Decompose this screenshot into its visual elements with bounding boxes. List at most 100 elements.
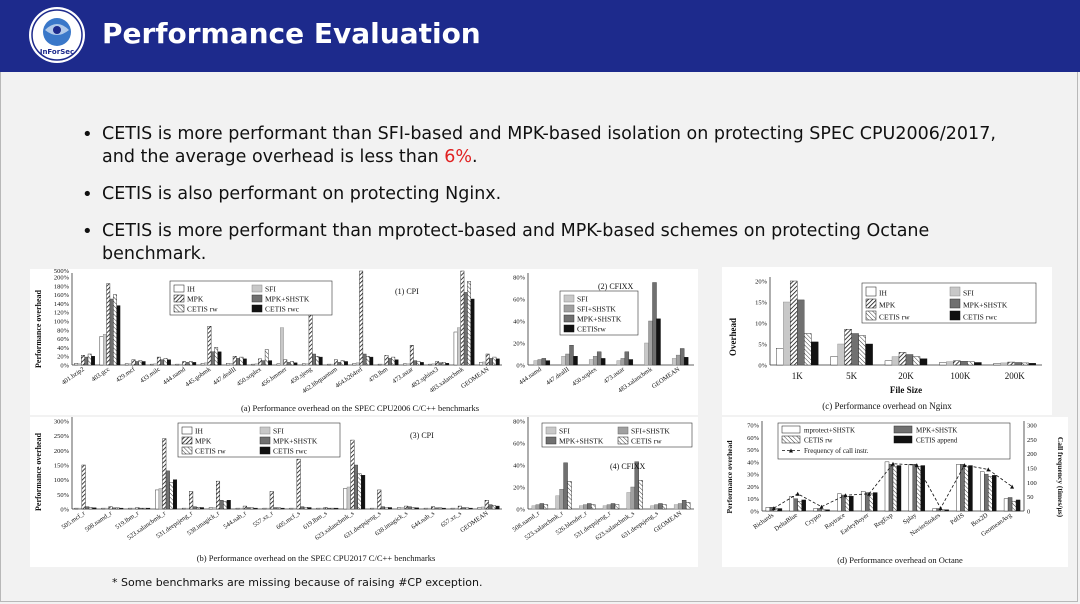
bar (226, 363, 230, 366)
legend-box (541, 422, 693, 448)
bar (366, 355, 370, 366)
bar (362, 353, 367, 366)
bar (851, 333, 859, 366)
bar (131, 359, 136, 366)
y-tick-label: 60% (747, 435, 760, 442)
bar (74, 363, 79, 366)
bar (269, 491, 274, 510)
bar (495, 505, 500, 510)
bar (423, 507, 428, 510)
bar (280, 507, 285, 510)
chart-title: (4) CFIXX (610, 462, 646, 471)
y-tick-label: 120% (54, 310, 70, 317)
bar (470, 298, 475, 366)
legend-swatch (173, 284, 185, 293)
bar (276, 363, 281, 366)
bar (300, 506, 305, 510)
y-tick-label: 40% (57, 345, 70, 352)
bar (409, 344, 414, 366)
bar (596, 351, 602, 366)
y-axis-title: Performance overhead (34, 289, 43, 368)
legend-label: MPK (195, 437, 212, 446)
bar (435, 361, 439, 366)
legend-swatch (617, 426, 629, 435)
bar (789, 496, 794, 512)
bar (479, 362, 483, 366)
bar (315, 355, 320, 366)
bar (675, 354, 681, 366)
legend-label: CETISrw (577, 325, 606, 334)
bar (539, 503, 545, 510)
x-tick-label: 557.xz_r (252, 509, 275, 528)
bar (242, 505, 247, 510)
y-tick-label: 40% (747, 459, 760, 466)
y-tick-label: 60% (513, 441, 526, 448)
bar (484, 499, 489, 510)
bar (334, 359, 338, 366)
bar (377, 363, 382, 366)
bar (286, 362, 291, 366)
frequency-marker (795, 491, 800, 496)
bar (327, 507, 332, 510)
bar (212, 507, 217, 510)
bar (912, 356, 921, 366)
bar (616, 360, 622, 366)
page-title: Performance Evaluation (102, 17, 481, 50)
bar (232, 355, 237, 366)
y-tick-label: 200% (54, 448, 70, 455)
y-tick-label: 60% (513, 297, 526, 304)
bar (416, 361, 421, 366)
bar (993, 363, 1001, 366)
bar (108, 506, 113, 510)
bar (188, 361, 193, 366)
y-tick-label-right: 200 (1027, 451, 1037, 458)
bar (872, 492, 878, 512)
bar (765, 507, 771, 512)
bar (210, 351, 215, 366)
bar (266, 507, 271, 510)
bar (290, 361, 294, 366)
bar (563, 462, 568, 510)
y-tick-label: 160% (54, 292, 70, 299)
legend-box (861, 282, 1037, 324)
bar (489, 358, 493, 366)
legend-swatch (781, 435, 801, 444)
bar (312, 353, 316, 366)
bar (84, 356, 89, 366)
y-tick-label: 80% (513, 275, 526, 282)
bar (355, 362, 360, 366)
bar (953, 360, 961, 366)
bar (350, 439, 355, 510)
bar (357, 473, 362, 510)
x-tick-label: 657.xz_s (440, 510, 463, 529)
x-tick-label: RegExp (873, 512, 894, 530)
bar (273, 507, 278, 510)
y-tick-label: 300% (54, 419, 70, 426)
bar (334, 507, 339, 510)
legend-label: IH (879, 289, 887, 298)
bar (384, 355, 389, 366)
bar (353, 464, 358, 510)
frequency-marker (962, 463, 967, 468)
bar (533, 360, 539, 366)
x-tick-label: 200K (1005, 371, 1026, 381)
legend-swatch (251, 294, 263, 303)
bar (628, 359, 634, 366)
bar (434, 507, 439, 510)
bar (624, 351, 630, 366)
bar (535, 504, 541, 510)
legend-box (177, 422, 341, 458)
bar (789, 280, 798, 366)
bar (330, 363, 335, 366)
bar (420, 362, 424, 366)
bar (178, 363, 183, 366)
legend-label: CETIS rw (631, 437, 662, 446)
octane-figure: Performance overhead Call frequency (time… (722, 417, 1068, 567)
logo-text: InForSec (40, 48, 74, 56)
y-tick-label: 30% (747, 472, 760, 479)
bar (974, 362, 982, 366)
bar (160, 359, 165, 366)
bar (208, 507, 213, 510)
figure-caption: (d) Performance overhead on Octane (837, 555, 963, 565)
legend-label: CETIS append (916, 437, 958, 445)
